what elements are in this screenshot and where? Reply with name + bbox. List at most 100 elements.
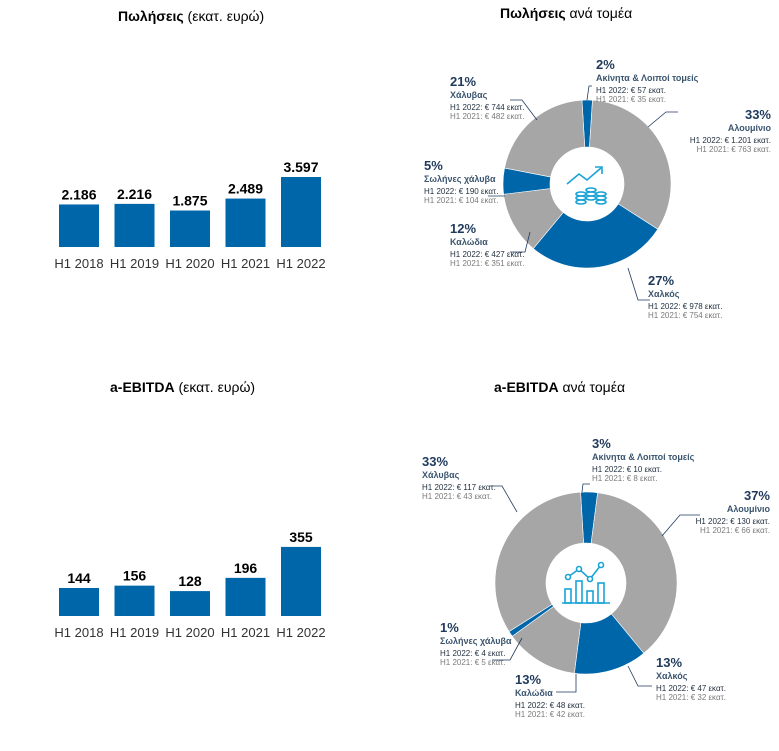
sales-category-label-2: H1 2020 <box>165 256 214 271</box>
sales-aluminium-h1-2022: H1 2022: € 1.201 εκατ. <box>689 136 771 146</box>
sales-bar-2 <box>170 210 210 247</box>
ebitda-category-label-2: H1 2020 <box>165 625 214 640</box>
sales-donut-chart <box>488 85 678 301</box>
sales-bar-1 <box>114 203 155 247</box>
sales-bar-0 <box>59 204 99 247</box>
sales-pie-title: Πωλήσεις ανά τομέα <box>500 5 632 21</box>
sales-steel-pipes-h1-2022: H1 2022: € 190 εκατ. <box>424 187 499 197</box>
sales-leader-line-2 <box>627 267 650 301</box>
ebitda-value-label-1: 156 <box>123 568 147 584</box>
ebitda-other-h1-2022: H1 2022: € 10 εκατ. <box>592 465 662 475</box>
ebitda-cables-h1-2022: H1 2022: € 48 εκατ. <box>515 701 585 711</box>
ebitda-copper-h1-2022: H1 2022: € 47 εκατ. <box>656 684 726 694</box>
ebitda-value-label-0: 144 <box>67 570 91 586</box>
sales-bar-title: Πωλήσεις (εκατ. ευρώ) <box>118 8 264 24</box>
sales-slice-2 <box>532 203 659 269</box>
ebitda-leader-line-4 <box>492 637 523 661</box>
ebitda-steel-h1-2022: H1 2022: € 117 εκατ. <box>422 483 496 493</box>
sales-category-label-0: H1 2018 <box>54 256 103 271</box>
ebitda-steel-pipes-name: Σωλήνες χάλυβα <box>440 635 512 646</box>
sales-steel-h1-2022: H1 2022: € 744 εκατ. <box>450 103 525 113</box>
sales-label-steel: 21% Χάλυβας H1 2022: € 744 εκατ. H1 2021… <box>450 74 525 122</box>
sales-cables-h1-2022: H1 2022: € 427 εκατ. <box>450 250 525 260</box>
sales-cables-h1-2021: H1 2021: € 351 εκατ. <box>450 259 525 269</box>
sales-steel-name: Χάλυβας <box>450 89 488 100</box>
ebitda-category-label-3: H1 2021 <box>221 625 270 640</box>
ebitda-bar-title-bold: a-EBITDA <box>110 379 175 395</box>
ebitda-slice-5 <box>494 491 584 632</box>
sales-leader-line-0 <box>586 85 592 101</box>
sales-other-pct: 2% <box>596 57 615 72</box>
ebitda-bar-4 <box>281 546 321 616</box>
ebitda-bar-0 <box>59 587 99 616</box>
sales-value-label-1: 2.216 <box>117 186 152 202</box>
sales-aluminium-name: Αλουμίνιο <box>727 122 771 133</box>
ebitda-steel-name: Χάλυβας <box>422 469 460 480</box>
ebitda-steel-pipes-pct: 1% <box>440 620 459 635</box>
ebitda-bar-1 <box>114 585 155 616</box>
ebitda-value-label-3: 196 <box>234 560 258 576</box>
ebitda-bar-title-rest: (εκατ. ευρώ) <box>174 379 256 395</box>
sales-category-label-1: H1 2019 <box>110 256 159 271</box>
sales-pie-title-bold: Πωλήσεις <box>500 5 566 21</box>
ebitda-pie-title-rest: ανά τομέα <box>558 379 626 395</box>
ebitda-leader-line-3 <box>556 674 577 693</box>
sales-copper-h1-2021: H1 2021: € 754 εκατ. <box>648 311 723 321</box>
ebitda-value-label-2: 128 <box>178 573 202 589</box>
ebitda-label-copper: 13% Χαλκός H1 2022: € 47 εκατ. H1 2021: … <box>656 655 726 703</box>
sales-label-copper: 27% Χαλκός H1 2022: € 978 εκατ. H1 2021:… <box>648 273 723 321</box>
ebitda-label-steel: 33% Χάλυβας H1 2022: € 117 εκατ. H1 2021… <box>422 454 496 502</box>
sales-copper-h1-2022: H1 2022: € 978 εκατ. <box>648 302 723 312</box>
ebitda-bar-title: a-EBITDA (εκατ. ευρώ) <box>110 379 255 395</box>
sales-label-cables: 12% Καλώδια H1 2022: € 427 εκατ. H1 2021… <box>450 221 525 269</box>
sales-bar-title-bold: Πωλήσεις <box>118 8 184 24</box>
ebitda-slice-1 <box>590 492 678 654</box>
sales-steel-pipes-name: Σωλήνες χάλυβα <box>424 173 496 184</box>
growth-coins-icon <box>566 166 607 205</box>
sales-bar-3 <box>225 198 266 247</box>
ebitda-bar-3 <box>225 577 266 616</box>
ebitda-other-pct: 3% <box>592 436 611 451</box>
ebitda-donut-chart <box>490 483 700 693</box>
sales-cables-pct: 12% <box>450 221 477 236</box>
ebitda-leader-line-5 <box>490 485 518 513</box>
sales-category-label-4: H1 2022 <box>276 256 325 271</box>
ebitda-category-label-1: H1 2019 <box>110 625 159 640</box>
bar-line-chart-icon <box>562 561 610 604</box>
ebitda-leader-line-1 <box>661 514 700 537</box>
sales-category-label-3: H1 2021 <box>221 256 270 271</box>
ebitda-cables-name: Καλώδια <box>515 687 553 698</box>
sales-copper-name: Χαλκός <box>648 288 680 299</box>
ebitda-cables-h1-2021: H1 2021: € 42 εκατ. <box>515 710 585 720</box>
sales-other-h1-2021: H1 2021: € 35 εκατ. <box>596 95 666 105</box>
sales-slice-5 <box>504 99 586 178</box>
ebitda-aluminium-pct: 37% <box>743 488 770 503</box>
ebitda-steel-pipes-h1-2022: H1 2022: € 4 εκατ. <box>440 649 506 659</box>
ebitda-other-h1-2021: H1 2021: € 8 εκατ. <box>592 474 658 484</box>
ebitda-value-label-4: 355 <box>289 529 313 545</box>
sales-steel-pipes-pct: 5% <box>424 158 443 173</box>
ebitda-other-name: Ακίνητα & Λοιποί τομείς <box>592 451 695 462</box>
ebitda-leader-line-2 <box>627 665 652 687</box>
ebitda-pie-title: a-EBITDA ανά τομέα <box>494 379 625 395</box>
ebitda-steel-h1-2021: H1 2021: € 43 εκατ. <box>422 492 492 502</box>
sales-aluminium-h1-2021: H1 2021: € 763 εκατ. <box>696 145 771 155</box>
ebitda-pie-title-bold: a-EBITDA <box>494 379 559 395</box>
sales-steel-pipes-h1-2021: H1 2021: € 104 εκατ. <box>424 196 499 206</box>
sales-bar-chart: 2.186 H1 2018 2.216 H1 2019 1.875 H1 2020 2.48… <box>54 159 325 271</box>
sales-steel-h1-2021: H1 2021: € 482 εκατ. <box>450 112 525 122</box>
sales-other-name: Ακίνητα & Λοιποί τομείς <box>596 72 699 83</box>
sales-leader-line-1 <box>647 111 678 128</box>
ebitda-category-label-4: H1 2022 <box>276 625 325 640</box>
sales-bar-title-rest: (εκατ. ευρώ) <box>183 8 265 24</box>
sales-value-label-3: 2.489 <box>228 181 263 197</box>
ebitda-bar-chart: 144 H1 2018 156 H1 2019 128 H1 2020 196 H1 2021… <box>54 529 325 640</box>
sales-steel-pct: 21% <box>450 74 477 89</box>
sales-pie-title-rest: ανά τομέα <box>565 5 633 21</box>
ebitda-copper-pct: 13% <box>656 655 683 670</box>
ebitda-aluminium-h1-2022: H1 2022: € 130 εκατ. <box>695 517 770 527</box>
sales-value-label-4: 3.597 <box>283 159 318 175</box>
ebitda-label-cables: 13% Καλώδια H1 2022: € 48 εκατ. H1 2021:… <box>515 672 585 720</box>
sales-leader-line-3 <box>510 231 531 253</box>
sales-value-label-0: 2.186 <box>61 186 96 202</box>
